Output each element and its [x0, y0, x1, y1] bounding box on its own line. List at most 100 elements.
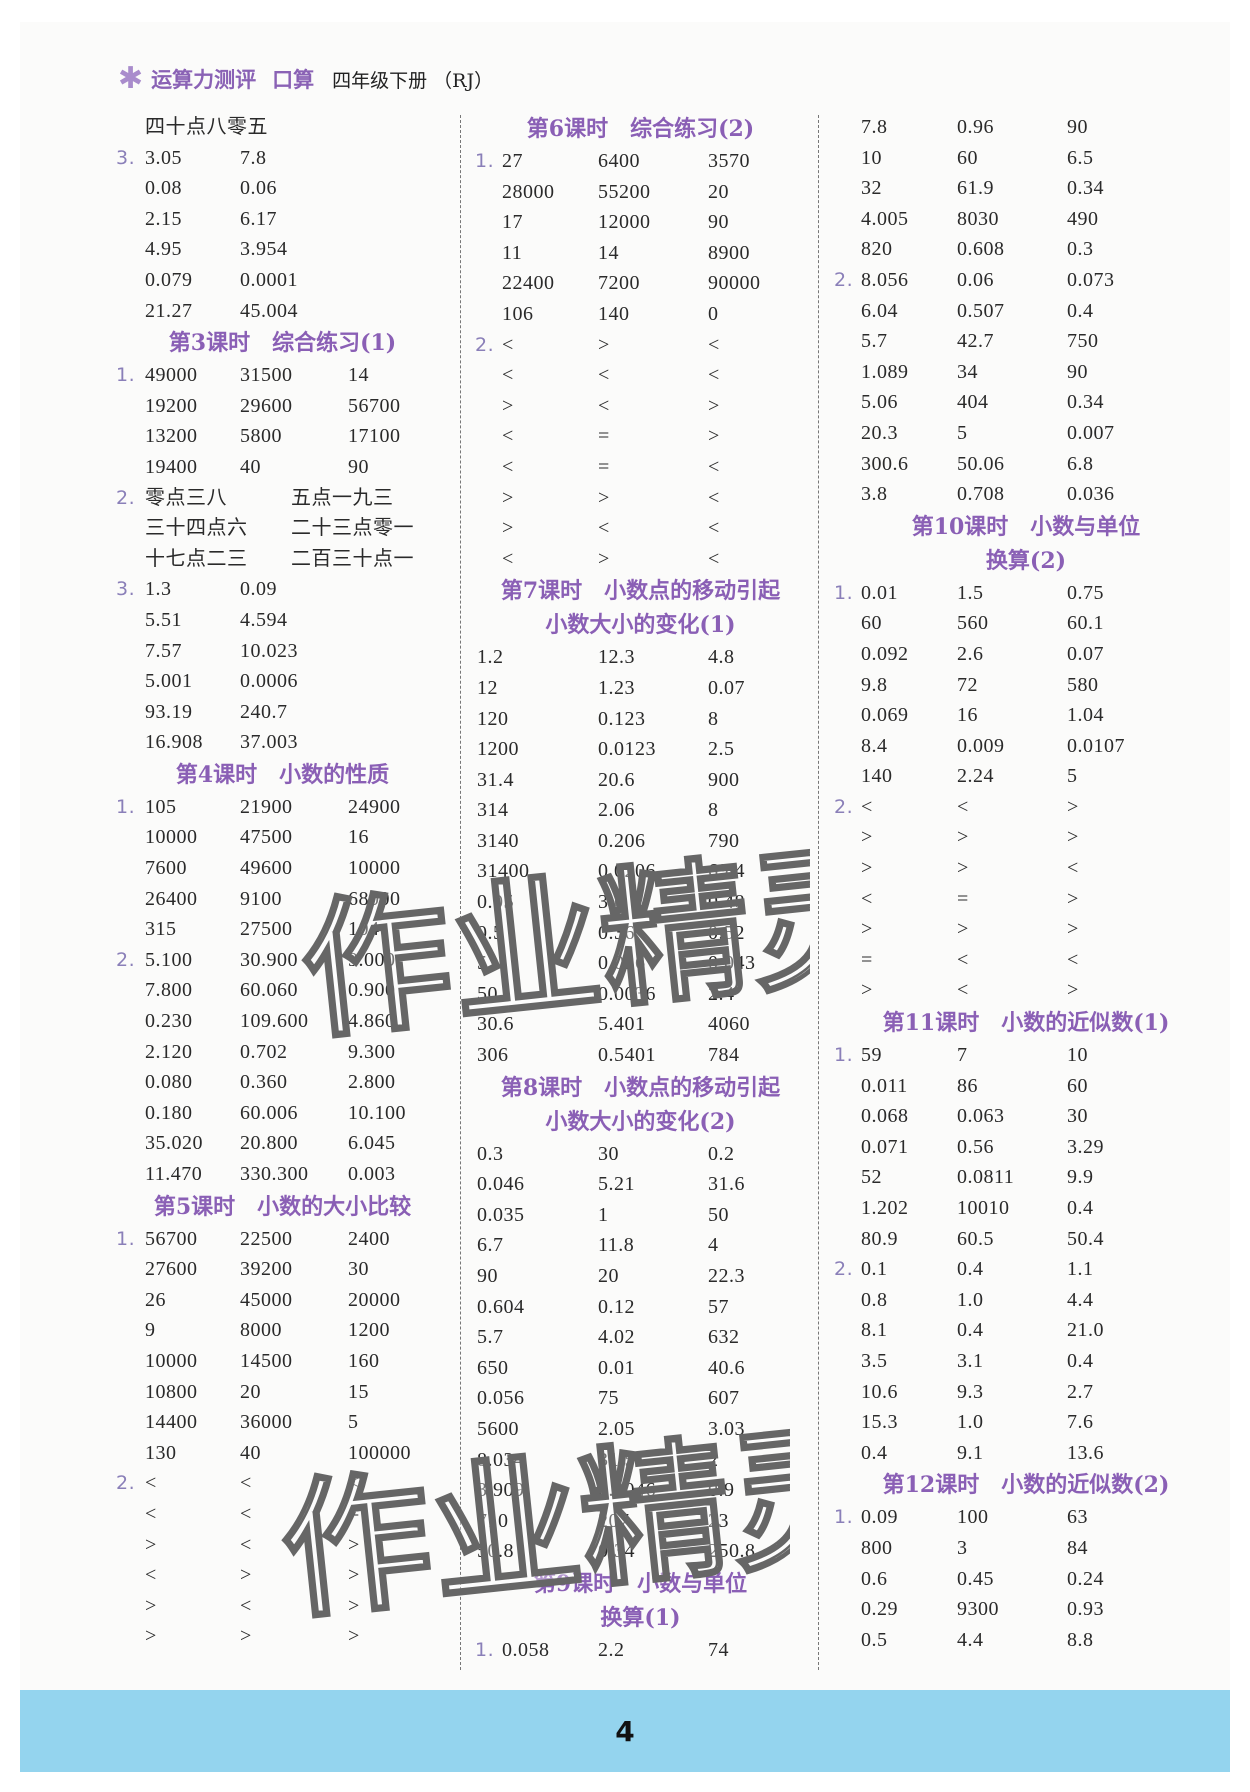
- answer-value: 0.93: [1067, 1598, 1104, 1621]
- answer-row: 306 0.5401 784: [468, 1040, 813, 1071]
- answer-row: 8.1 0.4 21.0: [826, 1315, 1226, 1346]
- answer-value: 0.058: [502, 1638, 550, 1661]
- answer-value: 1.202: [861, 1197, 909, 1219]
- answer-value: <: [598, 517, 610, 540]
- answer-value: >: [861, 918, 873, 941]
- answer-value: 3.6: [598, 891, 625, 914]
- question-number: 1.: [116, 364, 136, 387]
- answer-value: 0.06: [957, 268, 994, 291]
- answer-value: >: [598, 333, 610, 356]
- answer-row: 80.9 60.5 50.4: [826, 1224, 1226, 1255]
- answer-value: 60: [957, 146, 978, 169]
- answer-value: <: [502, 547, 514, 570]
- answer-value: >: [957, 918, 969, 941]
- answer-row: 31.4 20.6 900: [468, 765, 813, 796]
- answer-value: >: [240, 1564, 252, 1587]
- answer-row: 19400 40 90: [110, 452, 455, 483]
- answer-row: 2. 零点三八 五点一九三: [110, 483, 455, 514]
- answer-value: 9: [145, 1319, 156, 1342]
- question-number: 1.: [834, 1044, 854, 1067]
- answer-value: 0.056: [477, 1387, 525, 1410]
- answer-value: 0.068: [861, 1105, 909, 1128]
- answer-value: 0.4: [957, 1319, 984, 1342]
- answer-value: <: [145, 1502, 157, 1525]
- answer-value: 0.34: [1067, 177, 1104, 200]
- answer-value: 140: [598, 302, 630, 325]
- answer-value: >: [348, 1625, 360, 1648]
- answer-value: 20.3: [861, 421, 898, 444]
- answer-value: 3.03: [708, 1417, 745, 1440]
- answer-value: <: [708, 517, 720, 540]
- answer-value: 10.100: [348, 1101, 406, 1124]
- answer-row: 27600 39200 30: [110, 1254, 455, 1285]
- answer-row: 10000 47500 16: [110, 822, 455, 853]
- answer-value: 22.3: [708, 1265, 745, 1287]
- answer-value: 6.045: [348, 1132, 396, 1155]
- answer-row: 5.06 404 0.34: [826, 387, 1226, 418]
- answer-row: 3140 0.206 790: [468, 826, 813, 857]
- answer-value: 0.08: [145, 177, 182, 200]
- answer-value: 0.080: [145, 1071, 193, 1094]
- answer-value: 140: [861, 765, 893, 788]
- answer-value: 34: [957, 360, 978, 383]
- answer-value: <: [240, 1594, 252, 1617]
- answer-value: 0.01: [861, 581, 898, 604]
- answer-value: 4.4: [957, 1628, 984, 1651]
- answer-value: 0.4: [1067, 1197, 1094, 1219]
- answer-value: 35.020: [145, 1132, 203, 1155]
- answer-value: 23: [708, 1509, 729, 1532]
- answer-value: 7600: [145, 857, 187, 880]
- answer-value: 0.043: [708, 952, 756, 975]
- answer-value: 60.006: [240, 1101, 298, 1124]
- answer-value: 39200: [240, 1258, 293, 1281]
- answer-value: <: [502, 425, 514, 448]
- answer-value: 10800: [145, 1380, 198, 1403]
- answer-value: 7.8: [240, 146, 267, 169]
- question-number: 1.: [475, 1638, 495, 1661]
- answer-value: <: [145, 1564, 157, 1587]
- answer-value: 3140: [477, 829, 519, 852]
- answer-value: 90: [1067, 116, 1088, 138]
- answer-row: 1. 56700 22500 2400: [110, 1224, 455, 1255]
- answer-value: 0.0206: [598, 860, 656, 883]
- answer-row: > > <: [468, 483, 813, 514]
- answer-value: 86: [957, 1074, 978, 1097]
- answer-value: >: [861, 979, 873, 1002]
- answer-value: 0.046: [477, 1173, 525, 1196]
- answer-value: 60.5: [957, 1227, 994, 1250]
- answer-value: 0.12: [598, 1295, 635, 1318]
- answer-row: > > >: [826, 914, 1226, 945]
- answer-value: 13.6: [1067, 1441, 1104, 1464]
- answer-value: <: [708, 486, 720, 509]
- answer-value: 42.7: [957, 330, 994, 353]
- answer-value: 36000: [240, 1411, 293, 1434]
- answer-value: 5600: [477, 1417, 519, 1440]
- answer-value: 17100: [348, 425, 401, 448]
- answer-value: 3: [957, 1536, 968, 1559]
- answer-value: 90: [1067, 360, 1088, 383]
- answer-value: 0.035: [477, 1203, 525, 1226]
- answer-value: 7.800: [145, 979, 193, 1002]
- answer-value: >: [348, 1564, 360, 1587]
- answer-row: 11.470 330.300 0.003: [110, 1159, 455, 1190]
- answer-value: 84: [1067, 1536, 1088, 1559]
- answer-row: 0.29 9300 0.93: [826, 1594, 1226, 1625]
- answer-value: 5: [1067, 765, 1078, 788]
- answer-row: 5 0.036 0.043: [468, 948, 813, 979]
- answer-value: 330.300: [240, 1163, 309, 1185]
- answer-value: 1.5: [957, 581, 984, 604]
- column-divider: [818, 115, 819, 1670]
- answer-value: 68000: [348, 887, 401, 910]
- answer-row: 2. < < >: [826, 792, 1226, 823]
- answer-value: 30: [598, 1142, 619, 1165]
- answer-value: >: [145, 1625, 157, 1648]
- answer-value: >: [861, 826, 873, 849]
- answer-value: 8000: [240, 1319, 282, 1342]
- answer-value: 0.29: [861, 1598, 898, 1621]
- answer-row: 26 45000 20000: [110, 1285, 455, 1316]
- answer-value: 三十四点六: [145, 517, 248, 540]
- answer-row: 2. 5.100 30.900 9.000: [110, 945, 455, 976]
- answer-value: 四十点八零五: [145, 116, 268, 138]
- answer-value: 105: [145, 795, 177, 818]
- answer-value: 0.708: [957, 483, 1005, 506]
